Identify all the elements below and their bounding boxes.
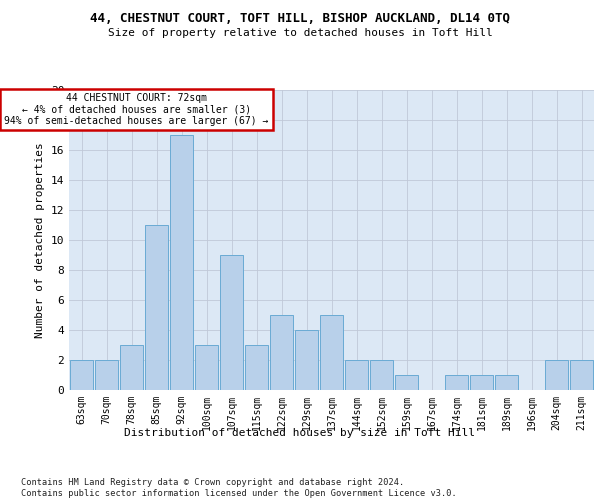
Bar: [295, 330, 318, 390]
Text: 44, CHESTNUT COURT, TOFT HILL, BISHOP AUCKLAND, DL14 0TQ: 44, CHESTNUT COURT, TOFT HILL, BISHOP AU…: [90, 12, 510, 26]
Bar: [545, 360, 568, 390]
Bar: [70, 360, 93, 390]
Text: Size of property relative to detached houses in Toft Hill: Size of property relative to detached ho…: [107, 28, 493, 38]
Bar: [245, 345, 268, 390]
Bar: [395, 375, 418, 390]
Bar: [445, 375, 468, 390]
Bar: [470, 375, 493, 390]
Bar: [345, 360, 368, 390]
Bar: [370, 360, 393, 390]
Text: Distribution of detached houses by size in Toft Hill: Distribution of detached houses by size …: [125, 428, 476, 438]
Text: Contains HM Land Registry data © Crown copyright and database right 2024.
Contai: Contains HM Land Registry data © Crown c…: [21, 478, 457, 498]
Bar: [145, 225, 168, 390]
Bar: [170, 135, 193, 390]
Bar: [570, 360, 593, 390]
Bar: [95, 360, 118, 390]
Bar: [120, 345, 143, 390]
Bar: [195, 345, 218, 390]
Bar: [220, 255, 243, 390]
Bar: [495, 375, 518, 390]
Text: 44 CHESTNUT COURT: 72sqm
← 4% of detached houses are smaller (3)
94% of semi-det: 44 CHESTNUT COURT: 72sqm ← 4% of detache…: [4, 93, 269, 126]
Y-axis label: Number of detached properties: Number of detached properties: [35, 142, 45, 338]
Bar: [270, 315, 293, 390]
Bar: [320, 315, 343, 390]
